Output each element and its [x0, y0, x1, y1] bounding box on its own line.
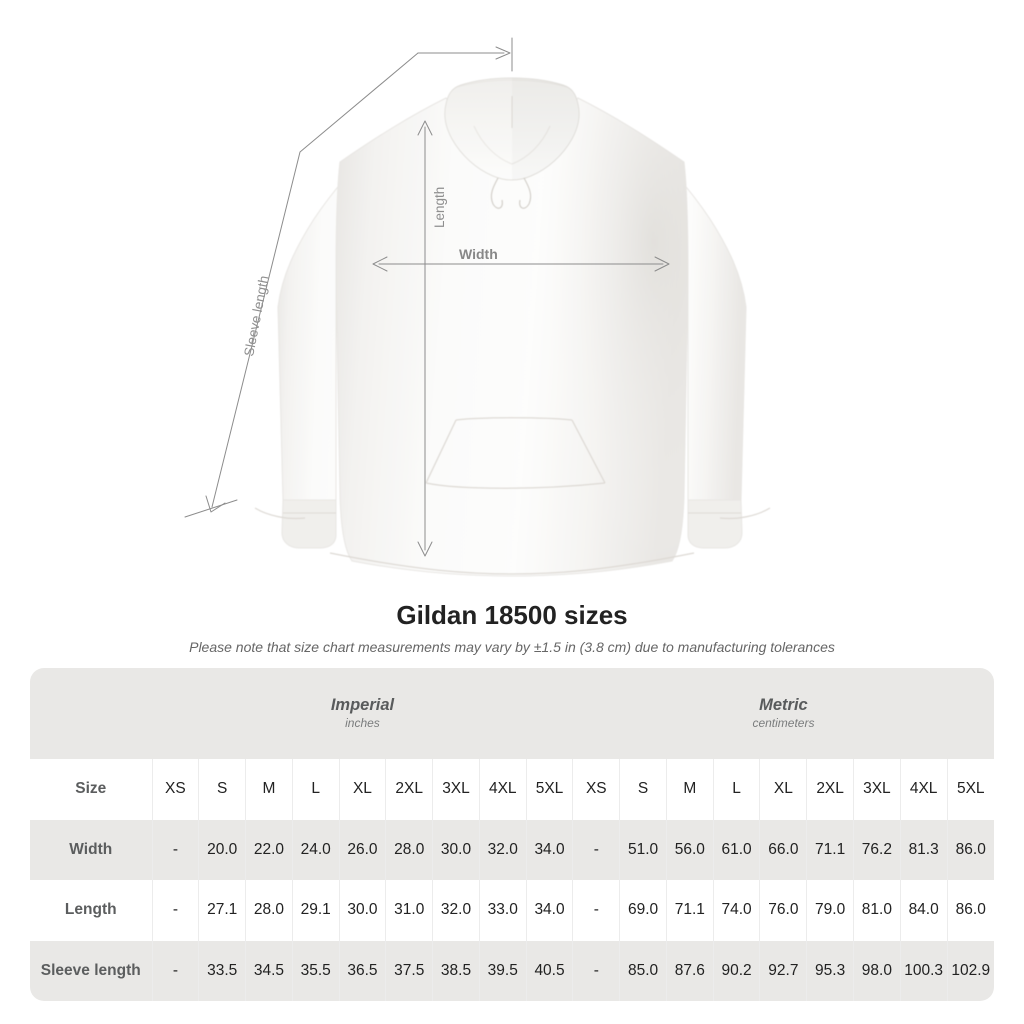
svg-text:Length: Length	[432, 187, 447, 228]
svg-text:Sleeve length: Sleeve length	[241, 274, 271, 357]
svg-text:Width: Width	[459, 246, 498, 262]
